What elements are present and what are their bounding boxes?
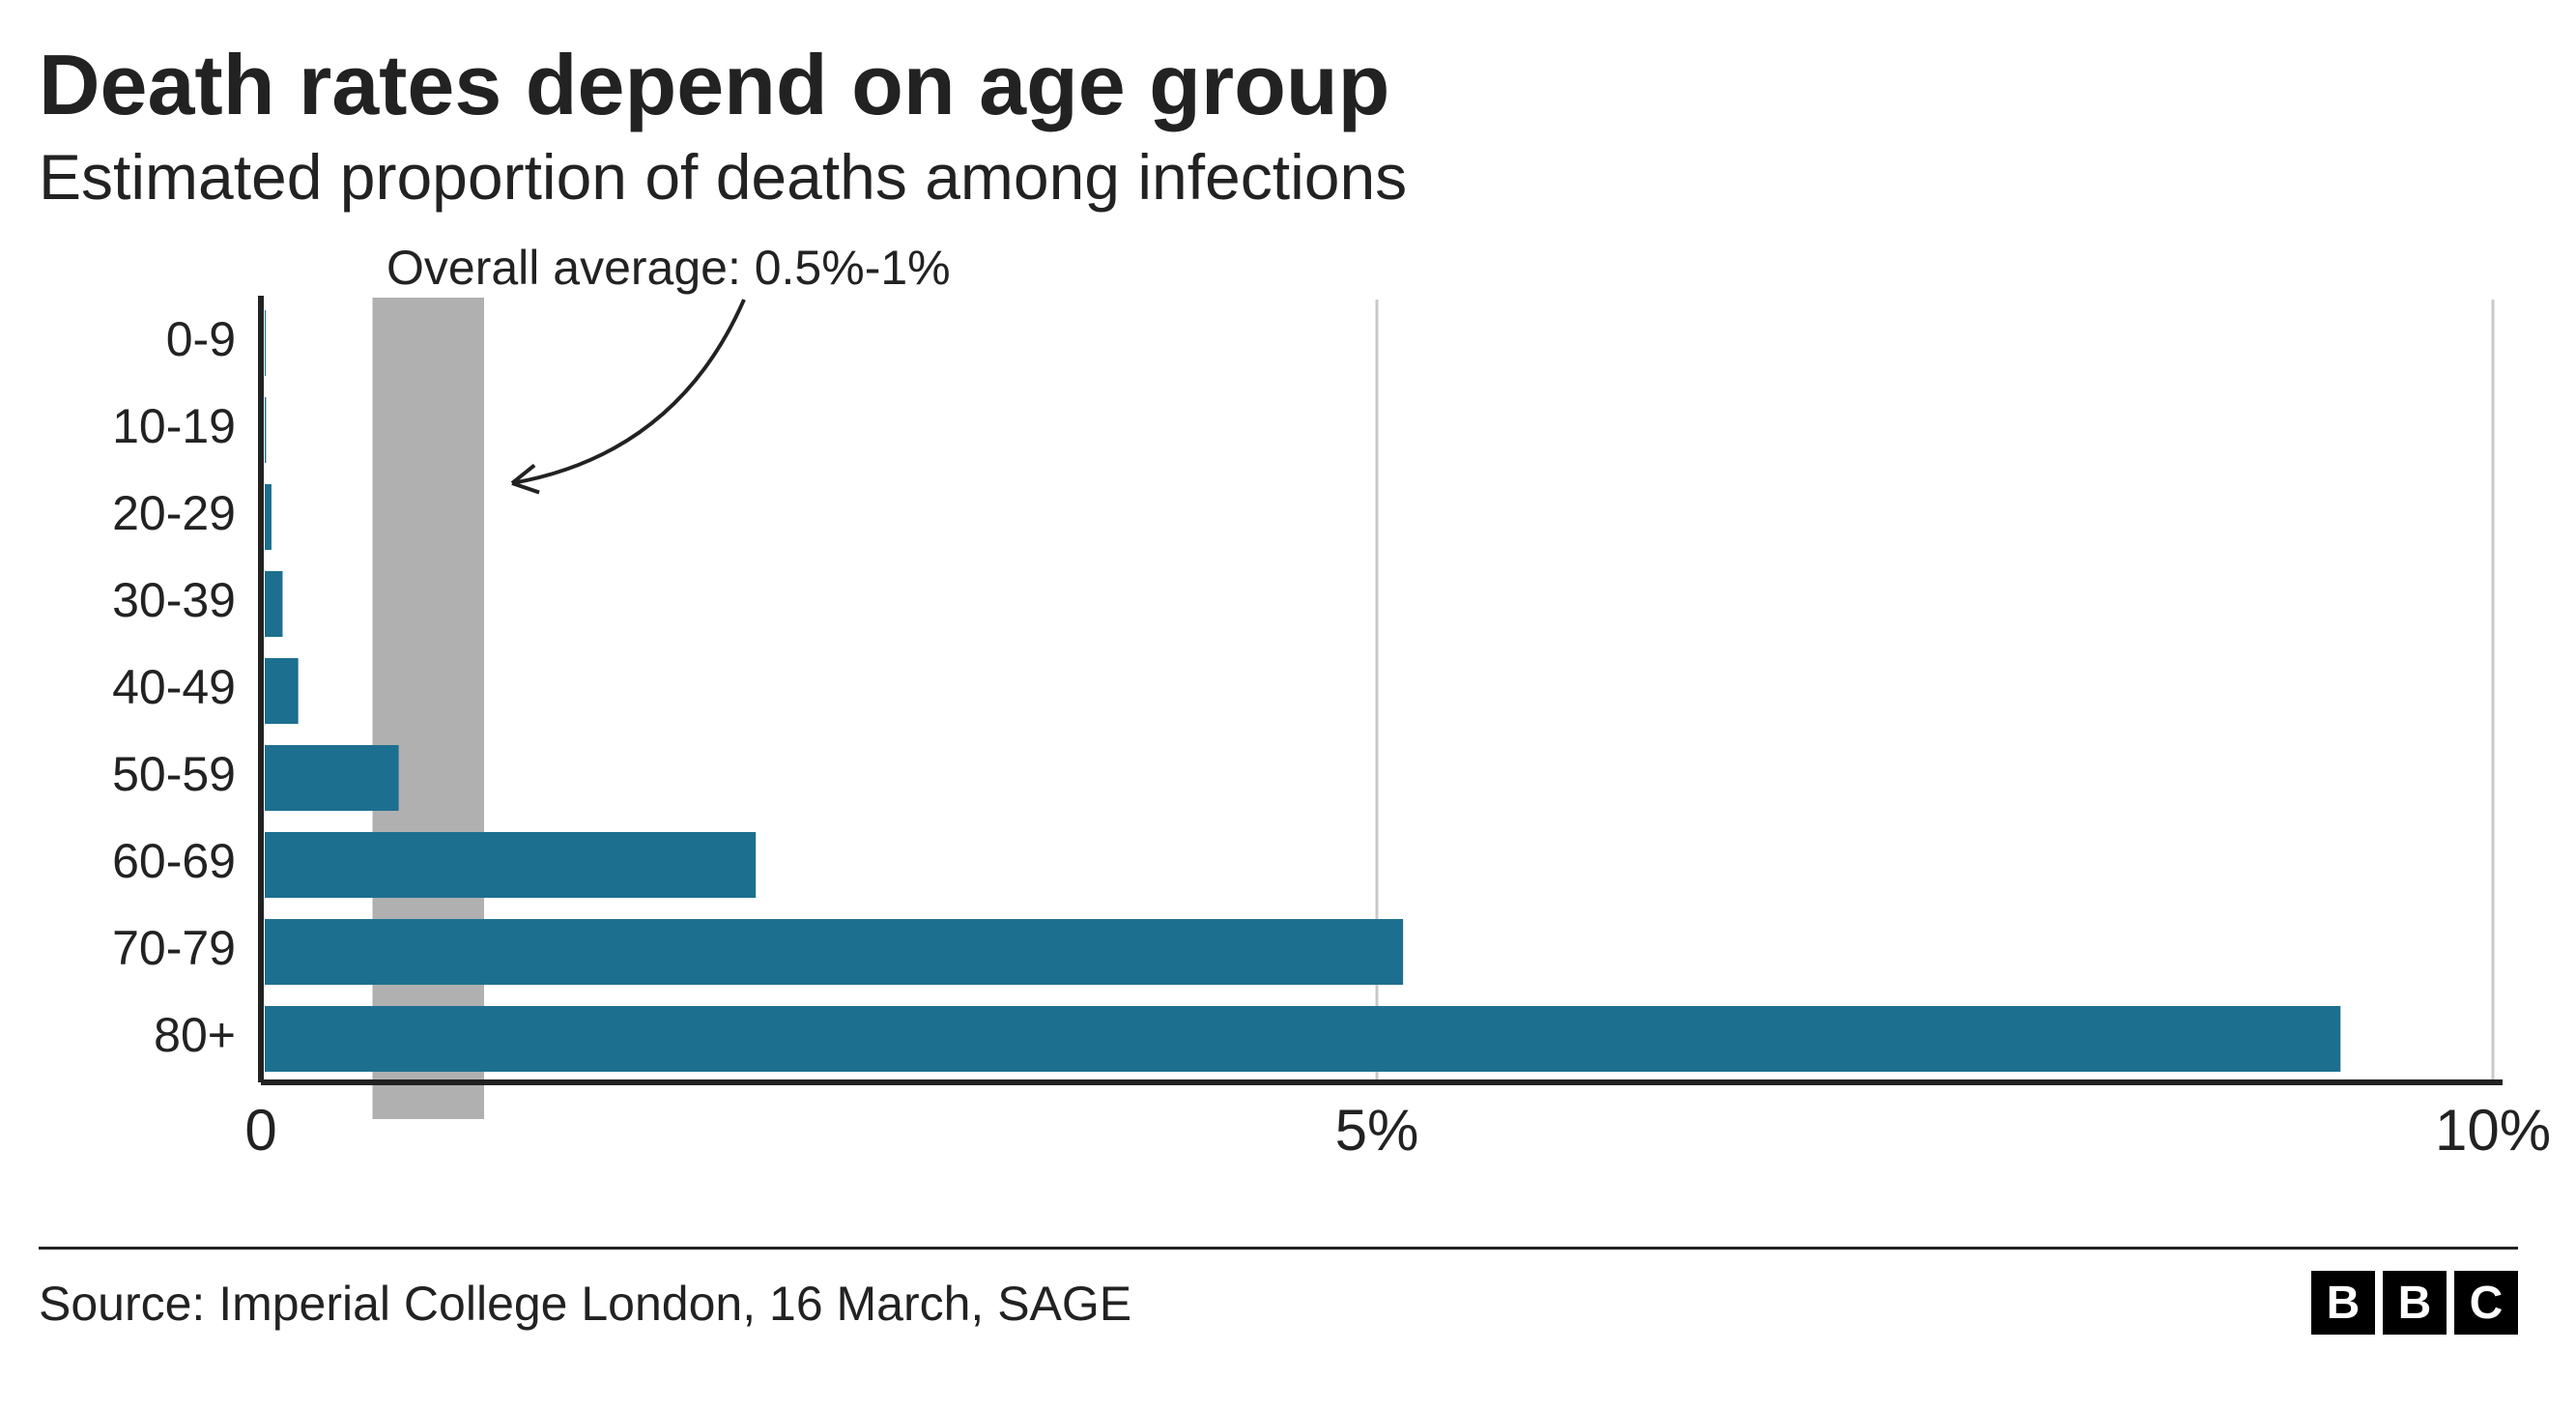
y-axis-label: 80+ [154, 1008, 236, 1062]
bar [265, 484, 272, 550]
bbc-logo-box: C [2454, 1271, 2518, 1335]
bbc-logo-box: B [2383, 1271, 2447, 1335]
y-axis-label: 70-79 [112, 921, 236, 975]
bar [265, 310, 266, 376]
y-axis-label: 20-29 [112, 486, 236, 540]
bar [265, 745, 399, 811]
x-tick-label: 10% [2435, 1098, 2551, 1163]
bar [265, 832, 756, 898]
y-axis-label: 60-69 [112, 834, 236, 888]
avg-band [373, 298, 485, 1119]
y-axis-label: 0-9 [166, 312, 236, 366]
footer-rule [39, 1247, 2518, 1250]
annotation-arrow [512, 300, 744, 483]
x-tick-label: 5% [1335, 1098, 1419, 1163]
bar [265, 397, 266, 463]
bbc-logo-box: B [2311, 1271, 2375, 1335]
bbc-logo: BBC [2311, 1271, 2518, 1335]
bar [265, 1006, 2340, 1072]
chart-svg: 0-9 10-19 20-29 30-39 40-49 50-59 60-69 70-79 80… [0, 0, 2576, 1409]
y-axis-label: 10-19 [112, 399, 236, 453]
bar [265, 919, 1403, 985]
y-axis-label: 50-59 [112, 747, 236, 801]
bar [265, 571, 282, 637]
annotation-arrow-head [512, 483, 539, 493]
x-tick-label: 0 [244, 1098, 276, 1163]
chart-container: Death rates depend on age group Estimate… [0, 0, 2576, 1409]
source-text: Source: Imperial College London, 16 Marc… [39, 1276, 1131, 1332]
y-axis-label: 30-39 [112, 573, 236, 627]
y-axis-label: 40-49 [112, 660, 236, 714]
bar [265, 658, 299, 724]
